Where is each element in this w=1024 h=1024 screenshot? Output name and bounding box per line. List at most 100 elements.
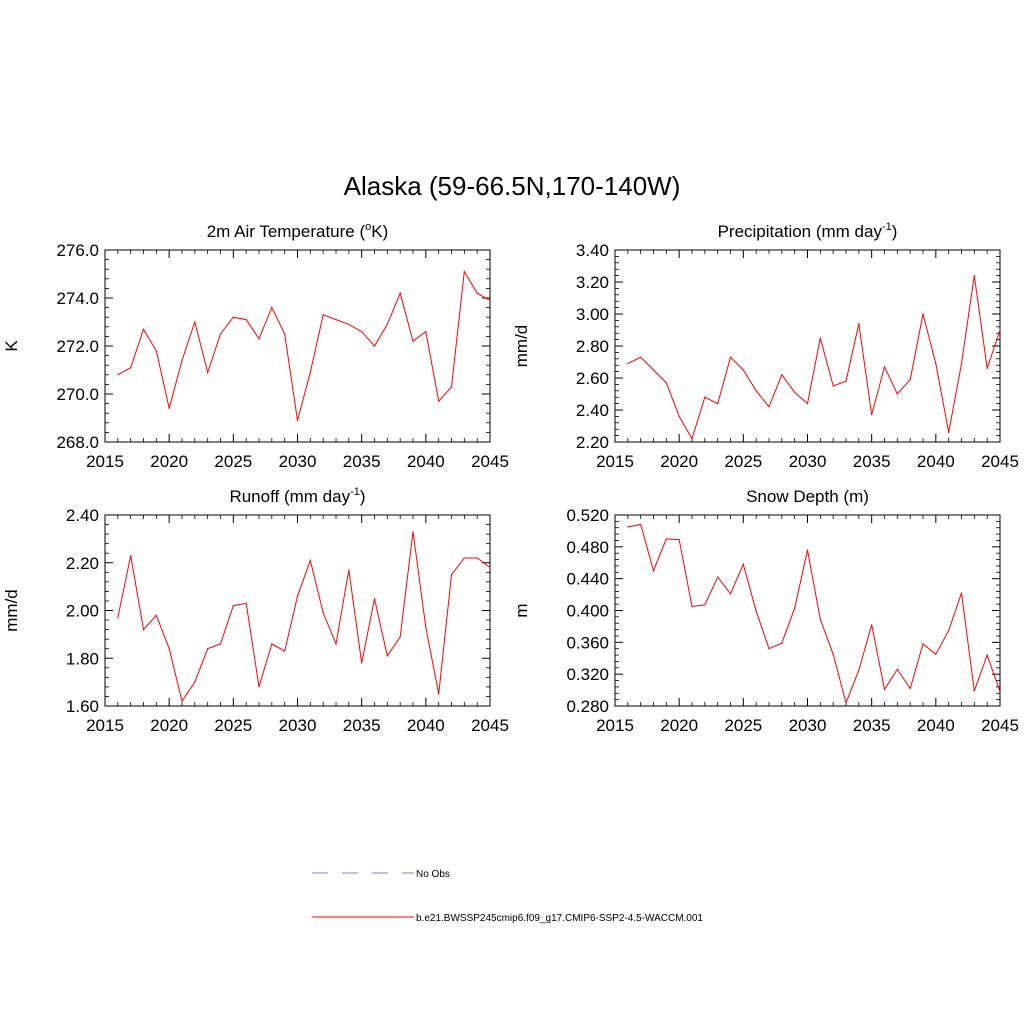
data-point	[142, 629, 145, 631]
data-point	[640, 523, 642, 526]
data-point	[168, 407, 170, 409]
y-tick-label: 2.20	[576, 433, 609, 452]
data-point	[322, 612, 324, 614]
data-point	[960, 363, 963, 365]
x-tick-label: 2035	[853, 716, 891, 735]
x-tick-label: 2040	[407, 716, 445, 735]
data-point	[373, 597, 376, 600]
x-tick-label: 2035	[343, 716, 381, 735]
data-point	[399, 636, 401, 638]
data-point	[335, 643, 337, 645]
data-point	[896, 668, 898, 670]
data-point	[845, 380, 847, 382]
data-point	[717, 403, 719, 405]
data-point	[768, 406, 770, 408]
x-tick-label: 2030	[279, 716, 317, 735]
data-point	[935, 653, 937, 655]
panel-title-tail: )	[892, 222, 898, 241]
x-tick-label: 2045	[471, 452, 509, 471]
y-tick-label: 270.0	[56, 385, 99, 404]
data-point	[386, 655, 388, 657]
data-point	[665, 382, 667, 384]
data-point	[627, 526, 629, 528]
y-axis-label: m	[512, 603, 531, 617]
x-tick-label: 2040	[917, 452, 955, 471]
y-axis-label: K	[2, 340, 21, 352]
x-tick-label: 2030	[789, 452, 827, 471]
x-tick-label: 2030	[789, 716, 827, 735]
data-point	[258, 686, 260, 688]
panel-title-superscript: -1	[882, 221, 892, 233]
data-point	[207, 371, 209, 373]
data-point	[999, 691, 1001, 693]
legend: No Obs b.e21.BWSSP245cmip6.f09_g17.CMIP6…	[312, 869, 703, 924]
y-axis-label: mm/d	[2, 589, 21, 632]
y-tick-label: 0.280	[566, 697, 609, 716]
y-tick-label: 3.40	[576, 241, 609, 260]
data-point	[909, 379, 911, 381]
data-point	[883, 366, 886, 368]
data-point	[678, 539, 680, 541]
data-point	[806, 549, 809, 551]
series-line-temperature	[117, 270, 491, 421]
panel-title: 2m Air Temperature (oK)	[207, 221, 389, 241]
data-point	[768, 648, 770, 650]
data-point	[348, 569, 350, 571]
panel-title-main: Precipitation (mm day	[718, 222, 883, 241]
data-point	[361, 331, 363, 333]
data-point	[999, 329, 1001, 331]
y-tick-label: 2.80	[576, 337, 609, 356]
x-tick-label: 2020	[660, 452, 698, 471]
y-tick-label: 2.60	[576, 369, 609, 388]
y-tick-label: 3.00	[576, 305, 609, 324]
data-point	[858, 323, 860, 325]
panel-title-main: Runoff (mm day	[229, 487, 350, 506]
data-point	[181, 700, 183, 702]
data-point	[729, 356, 732, 358]
data-point	[219, 643, 222, 645]
x-tick-label: 2045	[471, 716, 509, 735]
data-point	[935, 363, 937, 365]
plot-frame	[104, 514, 491, 707]
data-point	[909, 687, 911, 690]
data-point	[476, 557, 478, 559]
data-point	[463, 271, 465, 273]
data-point	[438, 400, 440, 402]
data-point	[258, 338, 260, 340]
x-tick-label: 2025	[214, 716, 252, 735]
data-point	[781, 642, 783, 644]
data-point	[729, 593, 732, 595]
data-point	[742, 563, 744, 565]
x-tick-label: 2025	[724, 716, 762, 735]
data-point	[794, 607, 796, 609]
x-tick-label: 2015	[86, 716, 124, 735]
data-point	[181, 359, 183, 361]
y-tick-label: 0.440	[566, 570, 609, 589]
x-tick-label: 2035	[853, 452, 891, 471]
x-tick-label: 2025	[214, 452, 252, 471]
data-point	[438, 693, 440, 695]
data-point	[489, 566, 491, 569]
plot-frame	[614, 514, 1001, 707]
data-point	[245, 319, 247, 321]
data-point	[806, 403, 809, 405]
data-point	[309, 371, 311, 373]
x-tick-label: 2025	[724, 452, 762, 471]
data-point	[232, 605, 234, 607]
figure-title: Alaska (59-66.5N,170-140W)	[344, 171, 681, 201]
series-line-runoff	[117, 531, 491, 703]
data-point	[463, 557, 465, 559]
y-tick-label: 0.520	[566, 506, 609, 525]
panel-runoff: 2015 2020 2025 2030 2035 2040 2045 1.60 1.80 2.00…	[2, 486, 509, 735]
data-point	[627, 363, 629, 365]
x-tick-label: 2040	[407, 452, 445, 471]
data-point	[845, 702, 847, 704]
data-point	[832, 385, 834, 387]
panel-title-superscript: o	[365, 221, 371, 233]
panel-title-main: Snow Depth (m)	[746, 487, 869, 506]
data-point	[194, 681, 196, 683]
x-tick-label: 2020	[660, 716, 698, 735]
x-tick-label: 2020	[150, 452, 188, 471]
x-tick-label: 2015	[596, 452, 634, 471]
